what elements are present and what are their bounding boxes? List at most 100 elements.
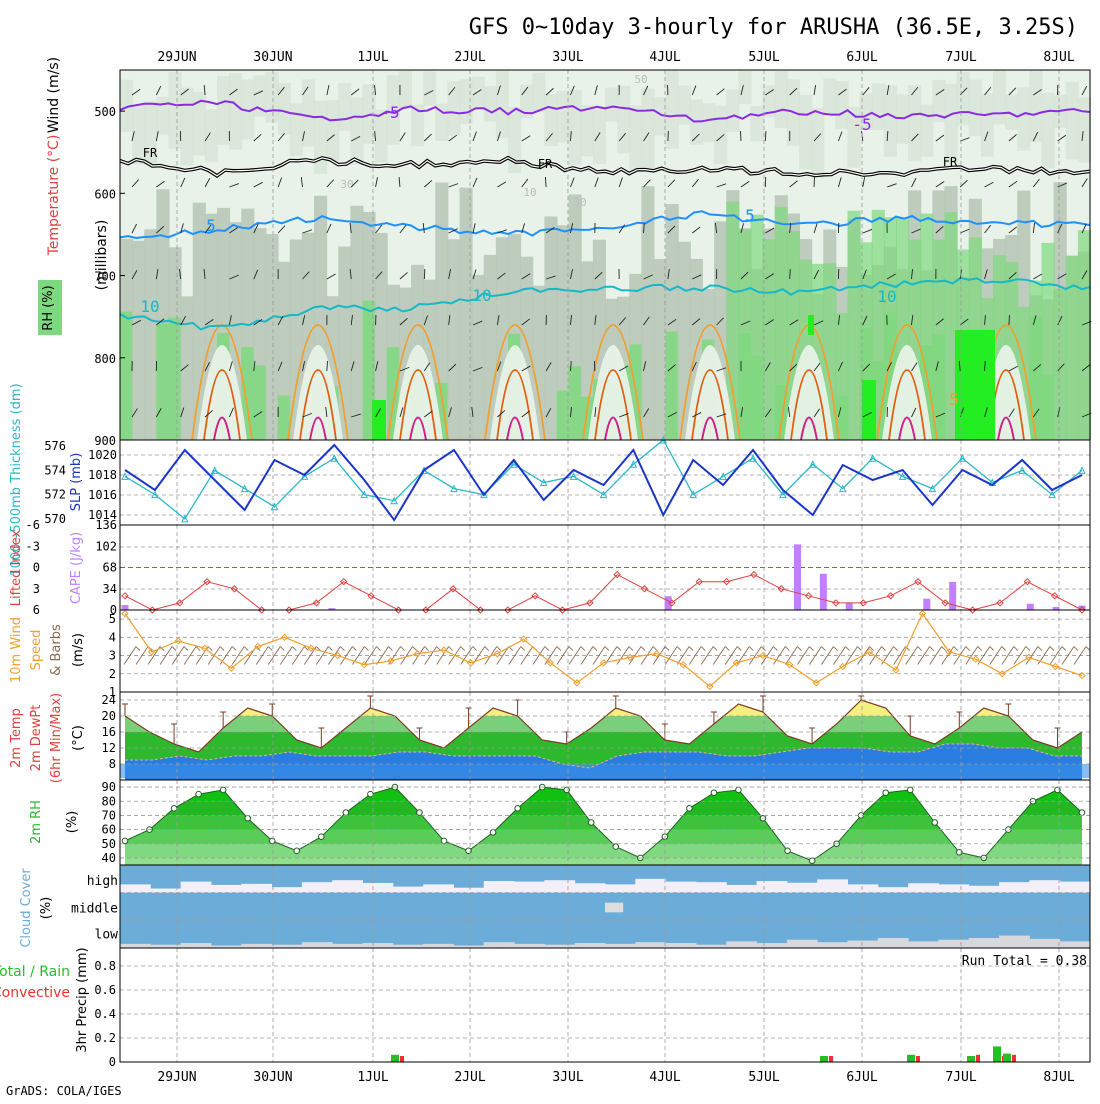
wind-barb-flag (605, 647, 609, 651)
precip-conv-bar (829, 1056, 833, 1062)
wind-barb-flag (954, 647, 958, 651)
rh-marker (417, 810, 423, 816)
cloud-low-bar (363, 943, 394, 948)
wind-barb-flag (280, 647, 284, 651)
wind-barb-flag (930, 647, 934, 651)
cloud-high-gap (423, 884, 454, 892)
rh-bright-cell (808, 315, 814, 335)
cloud-high-gap (757, 881, 788, 893)
wind-tick: 2 (109, 667, 116, 681)
date-label-top: 1JUL (357, 50, 388, 65)
slp-tick: 1016 (88, 488, 117, 502)
rh-shade-green (156, 324, 169, 440)
rh-marker (294, 848, 300, 854)
temp-axis-title: Temperature (°C) (46, 135, 62, 257)
rh-band (120, 780, 1090, 801)
contour-label: 10 (523, 186, 536, 199)
rh-shade-upper (581, 105, 594, 156)
wind-barb-flag (389, 647, 393, 651)
rh-shade-upper (1029, 70, 1042, 142)
cloud-unit: (%) (39, 897, 54, 920)
rh-shade (447, 239, 460, 440)
rh-marker (785, 848, 791, 854)
cape-bar (665, 596, 672, 610)
cloud-high-gap (969, 886, 1000, 893)
wind-tick: 4 (109, 630, 116, 644)
credit-label: GrADS: COLA/IGES (6, 1084, 122, 1098)
rh-marker (883, 790, 889, 796)
rh-shade (460, 188, 473, 440)
rh-shade (641, 186, 654, 440)
rh-marker (588, 820, 594, 826)
wind-barb-flag (797, 647, 801, 651)
cloud-high-gap (605, 884, 636, 892)
rh-bright-cell (372, 400, 386, 440)
rh-shade-upper (423, 71, 436, 105)
cloud-low-bar (514, 944, 545, 948)
rh-shade-green (848, 211, 861, 440)
minmax-axis-title: (6hr Min/Max) (49, 693, 64, 783)
date-label-bottom: 30JUN (253, 1070, 292, 1085)
date-label-bottom: 8JUL (1043, 1070, 1074, 1085)
wind-barb-flag (882, 647, 886, 651)
rh-shade-upper (460, 79, 473, 124)
contour-label: 30 (340, 178, 353, 191)
wind-barb-flag (497, 647, 501, 651)
rh-marker (711, 790, 717, 796)
cloud-low-bar (938, 940, 969, 948)
wind-barb-flag (785, 647, 789, 651)
slp-tick: 1018 (88, 468, 117, 482)
rh-shade-upper (738, 71, 751, 104)
wind-axis-title: & Barbs (49, 624, 64, 676)
rh-marker (490, 830, 496, 836)
wind-barb (725, 647, 737, 665)
wind-barb-flag (1086, 647, 1090, 651)
date-label-bottom: 29JUN (157, 1070, 196, 1085)
rh-shade-upper (569, 90, 582, 165)
wind-barb-flag (328, 647, 332, 651)
cape-bar (846, 603, 853, 611)
rh-marker (466, 848, 472, 854)
cape-tick: 136 (95, 518, 117, 532)
date-label-top: 3JUL (552, 50, 583, 65)
temp-tick: 16 (102, 725, 116, 739)
wind-barb-flag (665, 647, 669, 651)
rh-shade-upper (1078, 97, 1091, 162)
wind-axis-title: Speed (29, 630, 44, 671)
rh-shade-upper (217, 76, 230, 145)
rh-shade-upper (617, 86, 630, 154)
precip-tick: 0.2 (94, 1031, 116, 1045)
cloud-high-gap (514, 882, 545, 893)
wind-barb-flag (136, 647, 140, 651)
contour-label: FR (143, 146, 158, 160)
cloud-high-gap (332, 880, 363, 892)
thickness-tick: 576 (44, 439, 66, 453)
wind-barb-flag (364, 647, 368, 651)
wind-barb-flag (1026, 647, 1030, 651)
rh-marker (368, 791, 374, 797)
cloud-high-gap (696, 882, 727, 893)
rh-shade-upper (338, 83, 351, 131)
temp-axis-title: 2m Temp (9, 708, 24, 768)
rh-shade-upper (799, 95, 812, 169)
wind-barb-flag (172, 647, 176, 651)
wind-barb-flag (401, 647, 405, 651)
date-label-top: 5JUL (748, 50, 779, 65)
wind-unit: (m/s) (71, 633, 86, 667)
cloud-high-gap (817, 879, 848, 892)
rh-marker (515, 806, 521, 812)
rh-shade-upper (181, 88, 194, 166)
wind-barb (557, 647, 569, 665)
cloud-low-bar (332, 944, 363, 948)
rh-axis-title: RH (%) (41, 285, 56, 330)
rh-shade-green (120, 312, 133, 440)
wind-barb-flag (545, 647, 549, 651)
wind-barb-flag (220, 647, 224, 651)
wind-barb-flag (858, 647, 862, 651)
wind-barb-flag (629, 647, 633, 651)
dewpt-axis-title: 2m DewPt (29, 705, 44, 772)
date-label-top: 29JUN (157, 50, 196, 65)
precip-tick: 0.4 (94, 1007, 116, 1021)
rh-shade-upper (544, 94, 557, 146)
